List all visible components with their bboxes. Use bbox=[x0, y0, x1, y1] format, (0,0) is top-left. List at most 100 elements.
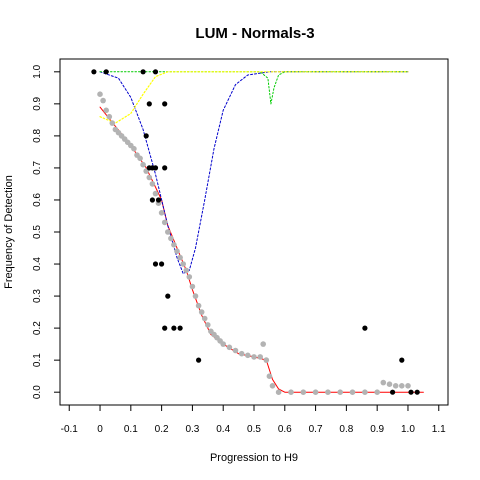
grey-data-point bbox=[245, 352, 251, 359]
grey-data-point bbox=[158, 210, 165, 216]
black-data-point bbox=[414, 389, 420, 395]
black-data-point bbox=[152, 165, 159, 171]
y-tick-label: 0.0 bbox=[32, 385, 43, 399]
x-tick-label: 0.3 bbox=[185, 424, 199, 435]
black-data-point bbox=[162, 101, 168, 107]
grey-data-point bbox=[183, 267, 190, 274]
grey-data-point bbox=[189, 283, 196, 290]
grey-data-point bbox=[201, 315, 208, 322]
green-dotted-line bbox=[99, 71, 409, 105]
black-data-point bbox=[177, 325, 183, 331]
grey-data-point bbox=[392, 383, 399, 389]
black-data-point bbox=[152, 261, 159, 267]
x-tick-label: 1.0 bbox=[401, 424, 415, 435]
black-data-point bbox=[152, 69, 159, 75]
y-tick-label: 0.5 bbox=[32, 225, 43, 239]
grey-data-point bbox=[161, 219, 168, 226]
x-axis-label: Progression to H9 bbox=[210, 452, 298, 464]
x-tick-label: 0 bbox=[97, 424, 103, 435]
grey-data-point bbox=[349, 389, 356, 396]
y-tick-label: 0.9 bbox=[32, 96, 43, 110]
grey-data-point bbox=[140, 161, 146, 168]
grey-data-point bbox=[174, 248, 180, 254]
grey-data-point bbox=[257, 354, 264, 360]
grey-data-point bbox=[198, 309, 205, 315]
grey-data-point bbox=[374, 389, 381, 396]
grey-data-point bbox=[109, 120, 116, 126]
grey-data-point bbox=[362, 389, 368, 396]
x-tick-label: 0.2 bbox=[155, 424, 169, 435]
grey-data-point bbox=[131, 145, 137, 152]
black-data-point bbox=[155, 197, 162, 203]
grey-data-point bbox=[312, 389, 319, 396]
grey-data-point bbox=[226, 344, 233, 351]
x-tick-label: 0.8 bbox=[339, 424, 353, 435]
grey-data-point bbox=[192, 293, 199, 299]
black-data-point bbox=[146, 101, 152, 107]
grey-data-point bbox=[300, 389, 307, 396]
yellow-dotted-line bbox=[99, 71, 409, 124]
y-tick-label: 0.6 bbox=[32, 193, 43, 207]
grey-data-point bbox=[177, 254, 183, 261]
black-data-point bbox=[103, 69, 109, 75]
black-data-point bbox=[162, 325, 168, 331]
x-tick-label: 0.5 bbox=[247, 424, 261, 435]
x-tick-label: 0.9 bbox=[370, 424, 384, 435]
x-tick-label: 0.1 bbox=[124, 424, 138, 435]
x-tick-label: 1.1 bbox=[432, 424, 446, 435]
grey-data-point bbox=[263, 357, 270, 363]
x-axis: -0.1 0 0.1 0.2 0.3 0.4 0.5 0.6 0.7 0.8 0.9 1.0 1.1 bbox=[61, 405, 446, 435]
grey-data-point bbox=[405, 383, 411, 389]
x-tick-label: -0.1 bbox=[61, 424, 79, 435]
grey-data-point bbox=[337, 389, 344, 396]
grey-data-point bbox=[146, 174, 153, 181]
black-data-point bbox=[171, 325, 177, 331]
grey-data-point bbox=[168, 235, 174, 242]
grey-data-point bbox=[137, 155, 143, 162]
black-data-point bbox=[390, 389, 396, 395]
black-data-point bbox=[162, 165, 168, 171]
y-tick-label: 0.7 bbox=[32, 161, 43, 175]
grey-data-point bbox=[186, 274, 193, 280]
grey-data-point bbox=[288, 389, 294, 396]
grey-data-point bbox=[106, 113, 113, 120]
grey-data-point bbox=[171, 242, 177, 248]
black-data-point bbox=[196, 357, 202, 363]
grey-data-point bbox=[220, 341, 226, 347]
grey-data-point bbox=[100, 97, 106, 104]
black-data-point bbox=[159, 261, 165, 267]
black-data-point bbox=[408, 389, 414, 395]
y-axis: 0.0 0.1 0.2 0.3 0.4 0.5 0.6 0.7 0.8 0.9 1.0 bbox=[32, 64, 60, 399]
grey-data-point bbox=[205, 322, 211, 328]
grey-data-point bbox=[386, 381, 393, 388]
y-tick-label: 0.1 bbox=[32, 353, 43, 367]
blue-dotted-line bbox=[99, 71, 409, 275]
chart-title: LUM - Normals-3 bbox=[195, 25, 314, 42]
y-axis-label: Frequency of Detection bbox=[3, 175, 15, 289]
black-data-point bbox=[143, 133, 149, 139]
grey-data-point bbox=[238, 350, 245, 357]
grey-data-point bbox=[165, 229, 171, 235]
black-data-point bbox=[362, 325, 368, 331]
grey-data-point bbox=[97, 91, 103, 97]
y-tick-label: 0.2 bbox=[32, 321, 43, 335]
grey-data-point bbox=[266, 373, 273, 380]
grey-data-point bbox=[180, 261, 186, 267]
grey-data-point bbox=[251, 354, 257, 360]
series-points bbox=[91, 69, 420, 396]
grey-data-point bbox=[325, 389, 331, 396]
y-tick-label: 1.0 bbox=[32, 64, 43, 78]
grey-data-point bbox=[275, 389, 282, 396]
black-data-point bbox=[399, 357, 405, 363]
y-tick-label: 0.8 bbox=[32, 129, 43, 143]
grey-data-point bbox=[399, 383, 405, 389]
grey-data-point bbox=[380, 379, 387, 386]
x-tick-label: 0.4 bbox=[216, 424, 230, 435]
black-data-point bbox=[165, 293, 171, 299]
grey-data-point bbox=[195, 302, 202, 309]
y-tick-label: 0.4 bbox=[32, 257, 43, 271]
grey-data-point bbox=[149, 181, 156, 187]
grey-data-point bbox=[269, 383, 276, 389]
x-tick-label: 0.6 bbox=[278, 424, 292, 435]
